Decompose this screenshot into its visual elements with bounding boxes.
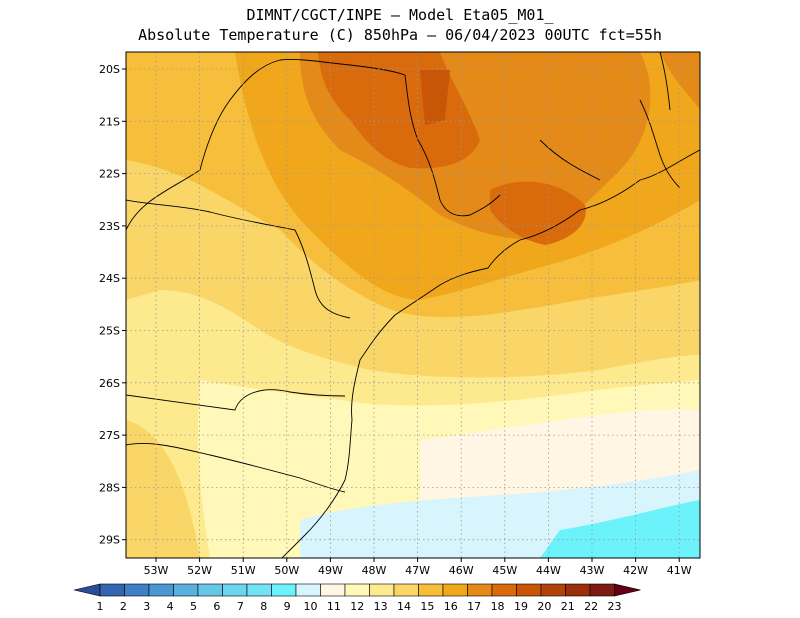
lon-label: 41W	[667, 564, 692, 577]
colorbar-label: 21	[561, 600, 575, 613]
colorbar-arrow-left	[73, 583, 101, 597]
colorbar-label: 11	[327, 600, 341, 613]
colorbar-swatch	[124, 583, 150, 597]
lat-label: 25S	[99, 325, 120, 338]
colorbar-swatch	[589, 583, 615, 597]
colorbar	[73, 583, 641, 597]
colorbar-label: 16	[444, 600, 458, 613]
lon-label: 44W	[536, 564, 561, 577]
colorbar-labels: 1 2 3 4 5 6 7 8 9 10 11 12 13 14 15 16 17 18 19 20 21 22 23	[97, 600, 622, 613]
colorbar-swatch	[491, 583, 517, 597]
colorbar-label: 9	[284, 600, 291, 613]
colorbar-label: 7	[237, 600, 244, 613]
lon-label: 53W	[144, 564, 169, 577]
colorbar-swatch	[442, 583, 468, 597]
colorbar-swatch	[271, 583, 297, 597]
colorbar-swatch	[99, 583, 125, 597]
coastline-borders	[126, 52, 700, 558]
map-title-line2: Absolute Temperature (C) 850hPa – 06/04/…	[138, 26, 662, 44]
colorbar-label: 12	[350, 600, 364, 613]
lon-label: 48W	[362, 564, 387, 577]
colorbar-label: 17	[467, 600, 481, 613]
colorbar-label: 3	[143, 600, 150, 613]
colorbar-swatch	[173, 583, 199, 597]
colorbar-label: 1	[97, 600, 104, 613]
colorbar-swatch	[418, 583, 444, 597]
map-frame	[125, 51, 701, 559]
colorbar-swatch	[393, 583, 419, 597]
colorbar-label: 20	[537, 600, 551, 613]
lon-label: 42W	[623, 564, 648, 577]
colorbar-label: 10	[303, 600, 317, 613]
colorbar-label: 5	[190, 600, 197, 613]
colorbar-label: 8	[260, 600, 267, 613]
lon-label: 52W	[187, 564, 212, 577]
colorbar-swatch	[467, 583, 493, 597]
lat-label: 27S	[99, 429, 120, 442]
colorbar-swatch	[148, 583, 174, 597]
colorbar-label: 23	[608, 600, 622, 613]
temperature-field	[126, 52, 700, 558]
colorbar-swatch	[565, 583, 591, 597]
lat-label: 24S	[99, 272, 120, 285]
lon-label: 50W	[274, 564, 299, 577]
lat-label: 26S	[99, 377, 120, 390]
colorbar-label: 18	[491, 600, 505, 613]
lat-label: 23S	[99, 220, 120, 233]
lat-label: 28S	[99, 481, 120, 494]
colorbar-label: 14	[397, 600, 411, 613]
latitude-labels: 20S 21S 22S 23S 24S 25S 26S 27S 28S 29S	[99, 63, 120, 547]
colorbar-swatch	[320, 583, 346, 597]
colorbar-label: 13	[374, 600, 388, 613]
colorbar-swatch	[540, 583, 566, 597]
lat-label: 22S	[99, 168, 120, 181]
lon-label: 47W	[405, 564, 430, 577]
lon-label: 43W	[580, 564, 605, 577]
longitude-labels: 53W 52W 51W 50W 49W 48W 47W 46W 45W 44W 43W 42W 41W	[144, 564, 692, 577]
colorbar-arrow-right	[614, 583, 641, 597]
lat-label: 20S	[99, 63, 120, 76]
colorbar-label: 6	[213, 600, 220, 613]
map-title-line1: DIMNT/CGCT/INPE – Model Eta05_M01_	[246, 6, 554, 24]
colorbar-swatch	[516, 583, 542, 597]
colorbar-label: 15	[420, 600, 434, 613]
colorbar-swatch	[222, 583, 248, 597]
colorbar-swatch	[295, 583, 321, 597]
colorbar-label: 2	[120, 600, 127, 613]
colorbar-label: 19	[514, 600, 528, 613]
colorbar-label: 22	[584, 600, 598, 613]
lat-label: 21S	[99, 115, 120, 128]
lat-label: 29S	[99, 534, 120, 547]
colorbar-label: 4	[167, 600, 174, 613]
lon-label: 45W	[492, 564, 517, 577]
lon-label: 46W	[449, 564, 474, 577]
colorbar-swatch	[369, 583, 395, 597]
colorbar-swatch	[197, 583, 223, 597]
colorbar-swatch	[344, 583, 370, 597]
map-grid	[122, 52, 700, 562]
lon-label: 49W	[318, 564, 343, 577]
colorbar-swatch	[246, 583, 272, 597]
lon-label: 51W	[231, 564, 256, 577]
